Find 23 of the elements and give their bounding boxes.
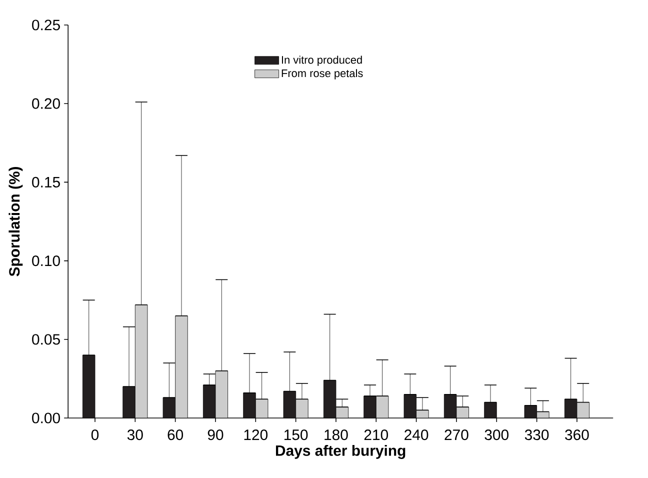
y-tick-label: 0.25	[32, 20, 60, 30]
x-tick-label: 330	[524, 430, 549, 440]
x-axis-title: Days after burying	[276, 444, 406, 459]
x-tick-label: 90	[208, 430, 224, 440]
x-tick-label: 30	[127, 430, 143, 440]
y-tick-label: 0.15	[32, 176, 60, 188]
y-tick-label: 0.10	[32, 256, 60, 266]
x-tick-label: 180	[324, 430, 348, 440]
y-axis-title: Sporulation (%)	[8, 167, 23, 276]
x-tick-label: 210	[364, 430, 388, 440]
x-tick-label: 240	[404, 430, 428, 440]
legend-label: From rose petals	[282, 69, 363, 80]
x-tick-label: 60	[168, 430, 184, 440]
legend-label: In vitro produced	[282, 56, 362, 66]
y-tick-label: 0.20	[32, 98, 60, 109]
x-tick-label: 360	[565, 430, 589, 440]
x-tick-label: 270	[444, 430, 468, 440]
x-tick-label: 300	[484, 430, 508, 440]
y-tick-label: 0.05	[32, 334, 60, 345]
x-tick-label: 0	[91, 430, 99, 440]
x-tick-label: 120	[244, 430, 268, 440]
x-tick-label: 150	[284, 430, 308, 440]
y-tick-label: 0.00	[32, 412, 60, 424]
